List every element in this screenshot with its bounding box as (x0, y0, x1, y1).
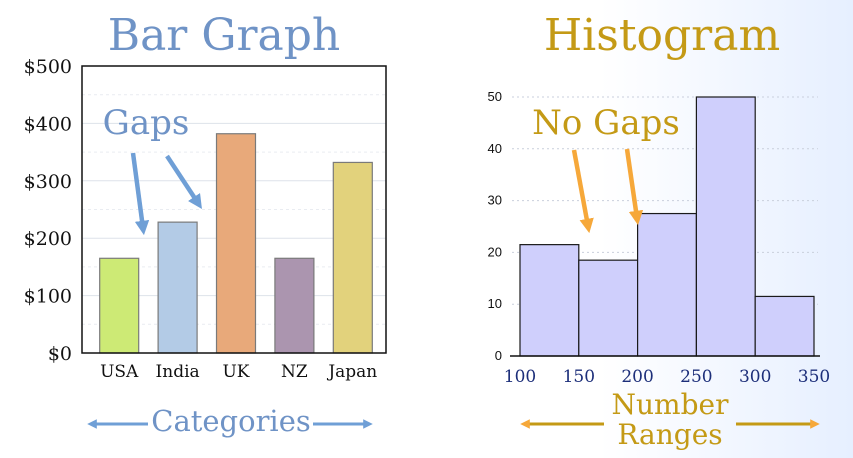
no-gaps-annotation: No Gaps (532, 103, 680, 143)
gaps-arrow-1 (130, 152, 150, 236)
bar-japan (332, 161, 373, 354)
bar-y-tick-label: $0 (48, 343, 72, 365)
no-gaps-arrow-1 (571, 149, 594, 234)
gaps-annotation: Gaps (103, 103, 190, 143)
histogram-x-ticks: 100 150 200 250 300 350 (504, 367, 830, 387)
number-ranges-title-line2: Ranges (617, 418, 722, 451)
histogram-panel: Histogram 0 10 20 30 40 50 100 150 200 250 300 350… (488, 10, 831, 451)
bar-graph-frame (81, 65, 387, 354)
histogram-bin-300-350 (754, 295, 815, 357)
gaps-arrow-2 (165, 154, 202, 210)
histogram-x-tick-label: 300 (739, 367, 771, 387)
bar-graph-category-labels: USA India UK NZ Japan (100, 362, 377, 382)
histogram-y-tick-label: 10 (488, 296, 502, 311)
histogram-y-tick-label: 50 (488, 89, 502, 104)
histogram-bin-150-200 (578, 259, 639, 357)
histogram-x-tick-label: 150 (563, 367, 595, 387)
bar-y-tick-label: $200 (24, 228, 72, 250)
histogram-x-tick-label: 100 (504, 367, 536, 387)
bar-graph-title: Bar Graph (108, 10, 341, 61)
bar-uk (215, 133, 257, 354)
bar-category-label: USA (100, 362, 139, 382)
bar-y-tick-label: $400 (24, 113, 72, 135)
histogram-bin-250-300 (695, 96, 756, 357)
categories-axis-title: Categories (151, 404, 311, 438)
histogram-y-tick-label: 40 (488, 141, 502, 156)
bar-y-tick-label: $100 (24, 286, 72, 308)
bar-graph-panel: Bar Graph $0 $100 $200 $300 $400 $500 USA Indi… (24, 10, 387, 438)
bar-nz (274, 257, 315, 354)
bar-india (157, 221, 198, 354)
histogram-bin-100-150 (519, 244, 580, 357)
histogram-y-tick-label: 30 (488, 193, 502, 208)
histogram-bin-200-250 (636, 212, 697, 357)
bar-usa (99, 257, 140, 354)
no-gaps-arrow-2 (624, 148, 644, 226)
bar-category-label: UK (222, 362, 249, 382)
bar-category-label: NZ (281, 362, 308, 382)
histogram-y-ticks: 0 10 20 30 40 50 (488, 89, 502, 363)
histogram-bars (519, 96, 815, 357)
histogram-x-tick-label: 250 (680, 367, 712, 387)
bar-category-label: India (156, 362, 200, 382)
histogram-y-tick-label: 0 (495, 348, 502, 363)
bar-y-tick-label: $500 (24, 56, 72, 78)
bar-graph-bars (99, 133, 373, 354)
bar-y-tick-label: $300 (24, 171, 72, 193)
histogram-x-tick-label: 200 (621, 367, 653, 387)
number-ranges-title-line1: Number (612, 388, 730, 421)
bar-graph-y-ticks: $0 $100 $200 $300 $400 $500 (24, 56, 72, 365)
histogram-title: Histogram (544, 10, 780, 61)
bar-category-label: Japan (326, 362, 377, 382)
histogram-x-tick-label: 350 (798, 367, 830, 387)
histogram-y-tick-label: 20 (488, 244, 502, 259)
